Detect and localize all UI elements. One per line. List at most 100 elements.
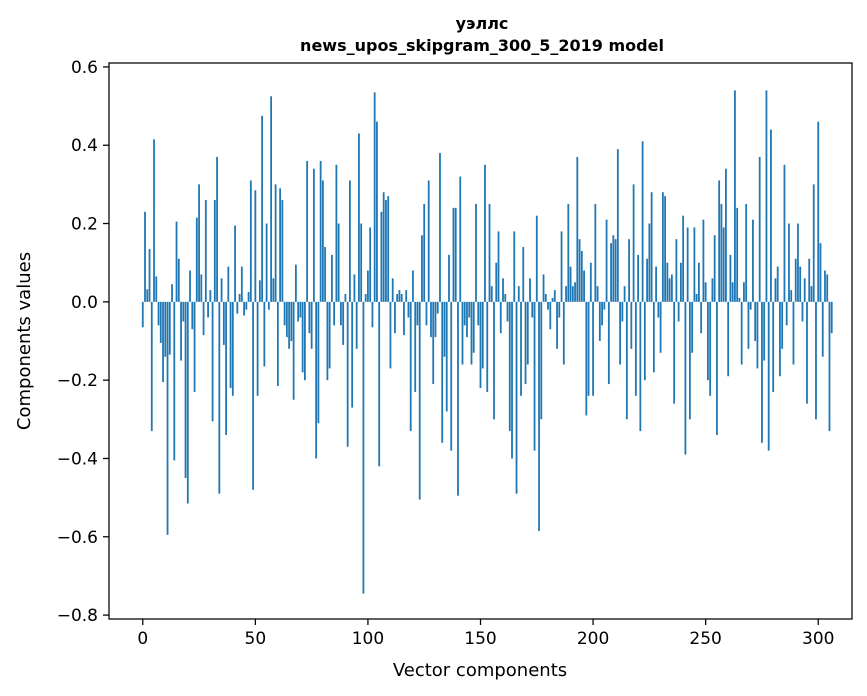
bar-187 [562,301,565,365]
bar-0 [141,301,144,328]
bar-203 [598,301,601,341]
bar-306 [830,301,833,334]
bar-28 [204,200,207,302]
bar-230 [659,301,662,353]
bar-40 [231,301,234,396]
bar-192 [574,282,576,302]
bar-135 [445,301,448,412]
bar-267 [743,282,745,302]
bar-88 [340,301,342,326]
bar-178 [542,274,545,302]
bar-181 [549,301,552,330]
bar-204 [601,301,603,326]
bar-89 [342,301,345,345]
bar-96 [358,133,360,302]
bar-101 [369,227,372,302]
bar-259 [725,168,727,302]
bar-283 [779,301,781,377]
bar-294 [803,278,806,302]
bar-106 [380,211,383,302]
bar-275 [761,301,763,443]
bar-85 [333,301,336,326]
bar-128 [430,301,432,338]
bar-164 [511,301,513,459]
bar-119 [409,301,412,432]
bar-305 [828,301,831,432]
bar-68 [294,264,297,302]
bar-282 [776,266,779,302]
bar-166 [515,301,518,494]
bar-234 [668,278,671,302]
bar-31 [211,301,214,422]
bar-104 [376,121,378,302]
bar-5 [153,139,155,302]
bar-194 [578,239,581,302]
bar-98 [362,301,365,594]
bar-300 [817,121,820,302]
bar-145 [468,301,471,318]
bar-127 [427,180,430,302]
bar-174 [533,301,536,451]
bar-217 [630,301,633,349]
bar-263 [734,90,736,302]
bar-274 [758,156,761,302]
bar-23 [193,301,196,392]
bar-222 [641,141,644,302]
bar-64 [285,301,288,338]
bar-46 [245,301,248,310]
bar-41 [234,225,236,302]
bar-225 [648,223,651,302]
bar-214 [623,286,626,302]
bar-26 [200,274,203,302]
x-axis-label: Vector components [393,660,567,681]
bar-45 [243,301,245,316]
chart-title-line2: news_upos_skipgram_300_5_2019 model [300,36,664,55]
bar-228 [655,266,658,302]
bar-184 [556,301,558,349]
bar-21 [189,270,191,302]
bar-30 [209,290,212,302]
bar-276 [763,301,766,361]
bar-246 [695,294,698,302]
bar-63 [283,301,286,326]
bar-223 [643,301,646,381]
bar-149 [477,301,480,326]
bar-296 [808,258,811,302]
bar-233 [666,262,669,302]
bar-245 [693,227,696,302]
bar-254 [713,235,716,302]
bar-285 [783,164,786,302]
bar-67 [292,301,295,400]
bar-16 [177,258,180,302]
bar-250 [704,282,707,302]
bar-22 [191,301,194,330]
bar-196 [583,270,585,302]
bar-76 [312,168,315,302]
bar-1 [144,211,146,302]
bar-224 [646,258,649,302]
x-tick-label-200: 200 [577,629,609,649]
bar-265 [738,297,741,302]
bar-6 [155,276,158,302]
bar-33 [216,156,218,302]
bar-147 [472,301,475,353]
y-axis-ticks: −0.8 −0.6 −0.4 −0.2 0.0 0.2 0.4 0.6 [57,58,109,626]
bar-211 [616,149,619,302]
bar-36 [222,301,225,345]
bar-152 [484,164,486,302]
bar-185 [558,301,561,318]
bar-125 [423,203,426,302]
y-axis-label: Components values [14,252,35,430]
bar-278 [767,301,770,451]
bar-290 [794,258,797,302]
bar-227 [652,301,655,373]
bar-264 [736,207,739,302]
bar-56 [267,301,270,310]
bar-73 [306,160,309,302]
bar-231 [661,192,664,302]
bar-197 [585,301,588,416]
bar-253 [711,278,714,302]
bar-93 [351,301,354,408]
bar-3 [148,248,151,302]
